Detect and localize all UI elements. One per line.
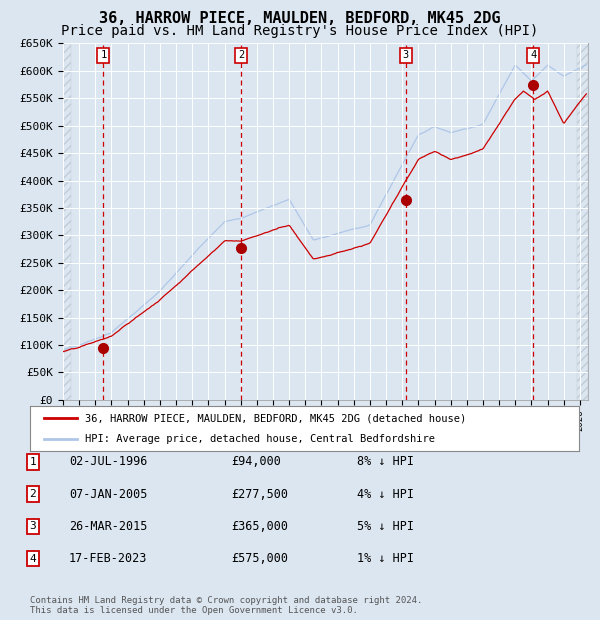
Text: Price paid vs. HM Land Registry's House Price Index (HPI): Price paid vs. HM Land Registry's House … bbox=[61, 24, 539, 38]
Text: 3: 3 bbox=[403, 50, 409, 61]
Text: 1: 1 bbox=[100, 50, 107, 61]
Text: 36, HARROW PIECE, MAULDEN, BEDFORD, MK45 2DG (detached house): 36, HARROW PIECE, MAULDEN, BEDFORD, MK45… bbox=[85, 414, 466, 423]
Text: 3: 3 bbox=[29, 521, 37, 531]
Text: 8% ↓ HPI: 8% ↓ HPI bbox=[357, 456, 414, 468]
Text: 4: 4 bbox=[29, 554, 37, 564]
Text: 2: 2 bbox=[238, 50, 244, 61]
Text: £365,000: £365,000 bbox=[231, 520, 288, 533]
Text: 07-JAN-2005: 07-JAN-2005 bbox=[69, 488, 148, 500]
Text: £94,000: £94,000 bbox=[231, 456, 281, 468]
Text: 1% ↓ HPI: 1% ↓ HPI bbox=[357, 552, 414, 565]
Text: 1: 1 bbox=[29, 457, 37, 467]
Text: 26-MAR-2015: 26-MAR-2015 bbox=[69, 520, 148, 533]
Text: 36, HARROW PIECE, MAULDEN, BEDFORD, MK45 2DG: 36, HARROW PIECE, MAULDEN, BEDFORD, MK45… bbox=[99, 11, 501, 26]
Text: 2: 2 bbox=[29, 489, 37, 499]
Text: 4: 4 bbox=[530, 50, 536, 61]
Text: 4% ↓ HPI: 4% ↓ HPI bbox=[357, 488, 414, 500]
Text: HPI: Average price, detached house, Central Bedfordshire: HPI: Average price, detached house, Cent… bbox=[85, 434, 435, 444]
Text: Contains HM Land Registry data © Crown copyright and database right 2024.
This d: Contains HM Land Registry data © Crown c… bbox=[30, 596, 422, 615]
Text: 02-JUL-1996: 02-JUL-1996 bbox=[69, 456, 148, 468]
Text: £277,500: £277,500 bbox=[231, 488, 288, 500]
Text: £575,000: £575,000 bbox=[231, 552, 288, 565]
Text: 17-FEB-2023: 17-FEB-2023 bbox=[69, 552, 148, 565]
Text: 5% ↓ HPI: 5% ↓ HPI bbox=[357, 520, 414, 533]
